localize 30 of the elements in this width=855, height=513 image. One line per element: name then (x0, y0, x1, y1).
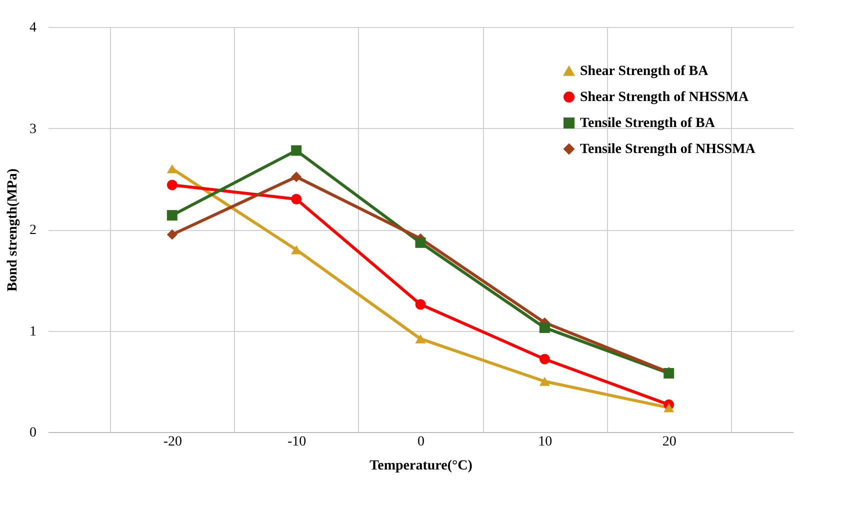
legend-label: Shear Strength of NHSSMA (580, 90, 750, 105)
point (539, 354, 550, 364)
point (166, 229, 178, 240)
point (291, 172, 302, 182)
x-tick-label: -20 (163, 434, 182, 450)
point (291, 245, 302, 254)
point (415, 237, 426, 248)
point (166, 164, 178, 174)
point (166, 210, 178, 221)
point (664, 403, 674, 412)
point (539, 322, 550, 333)
point (539, 376, 550, 386)
legend-label: Shear Strength of BA (580, 64, 710, 79)
point (415, 299, 426, 310)
point (291, 145, 302, 156)
y-tick-label: 1 (30, 324, 36, 340)
y-tick-label: 2 (30, 223, 36, 238)
point (291, 194, 302, 204)
point (415, 334, 426, 344)
legend-label: Tensile Strength of NHSSMA (580, 142, 756, 157)
x-tick-label: 0 (418, 434, 424, 450)
x-tick-label: 10 (538, 434, 552, 450)
y-tick-label: 3 (30, 122, 36, 137)
x-tick-label: 20 (662, 434, 676, 450)
legend-label: Tensile Strength of BA (580, 116, 716, 131)
point (166, 180, 178, 190)
y-axis-title: Bond strength(MPa) (6, 168, 20, 292)
y-tick-label: 4 (30, 20, 36, 36)
x-tick-label: -10 (287, 434, 306, 450)
x-axis-title: Temperature(°C) (370, 458, 473, 474)
